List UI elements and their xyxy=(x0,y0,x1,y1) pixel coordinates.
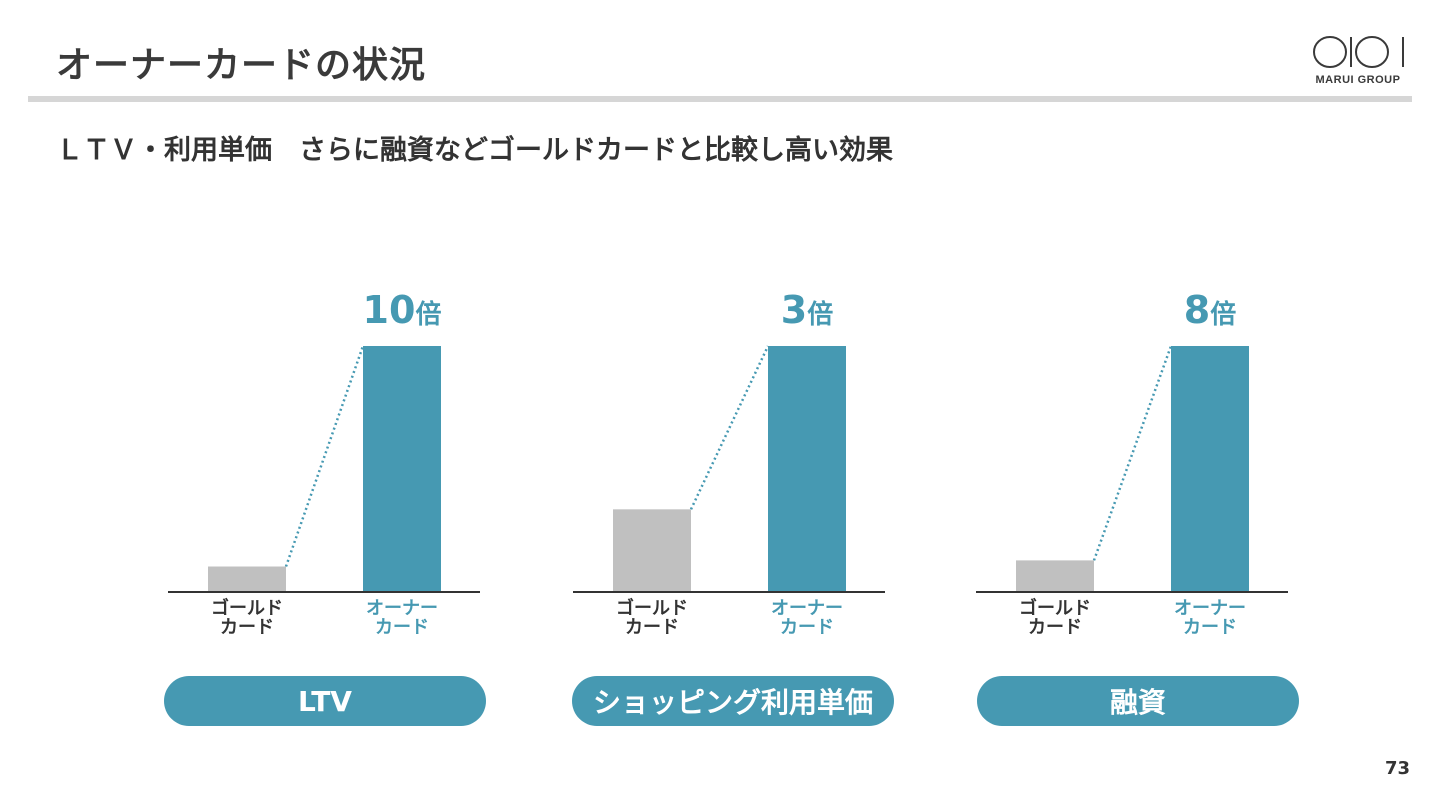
page-title: オーナーカードの状況 xyxy=(56,45,427,86)
growth-connector-line xyxy=(284,345,365,567)
title-divider xyxy=(28,96,1412,102)
subtitle: ＬＴＶ・利用単価 さらに融資などゴールドカードと比較し高い効果 xyxy=(56,135,893,166)
chart-loan: 8倍 ゴールド カード オーナー カード xyxy=(958,288,1288,650)
multiplier-label: 10倍 xyxy=(342,288,462,332)
category-label-gold: ゴールド カード xyxy=(211,598,283,638)
multiplier-label: 3倍 xyxy=(747,288,867,332)
multiplier-unit: 倍 xyxy=(415,300,442,330)
chart-ltv: 10倍 ゴールド カード オーナー カード xyxy=(150,288,480,650)
bar-owner-card xyxy=(363,346,441,591)
multiplier-unit: 倍 xyxy=(1210,300,1237,330)
category-label-owner: オーナー カード xyxy=(1174,598,1246,638)
page-number: 73 xyxy=(1384,758,1410,779)
bar-gold-card xyxy=(208,566,286,591)
category-label-owner: オーナー カード xyxy=(771,598,843,638)
growth-connector-line xyxy=(689,345,770,510)
bar-gold-card xyxy=(613,509,691,591)
bar-owner-card xyxy=(1171,346,1249,591)
category-label-gold: ゴールド カード xyxy=(616,598,688,638)
logo-text: MARUI GROUP xyxy=(1315,74,1401,86)
bar-gold-card xyxy=(1016,560,1094,591)
multiplier-number: 8 xyxy=(1183,288,1211,332)
bar-owner-card xyxy=(768,346,846,591)
multiplier-unit: 倍 xyxy=(807,300,834,330)
logo-mark-icon xyxy=(1313,36,1404,68)
multiplier-number: 3 xyxy=(780,288,808,332)
multiplier-label: 8倍 xyxy=(1150,288,1270,332)
category-pill-shopping: ショッピング利用単価 xyxy=(572,676,894,726)
category-label-gold: ゴールド カード xyxy=(1019,598,1091,638)
multiplier-number: 10 xyxy=(362,288,416,332)
growth-connector-line xyxy=(1092,345,1173,561)
category-label-owner: オーナー カード xyxy=(366,598,438,638)
chart-shopping: 3倍 ゴールド カード オーナー カード xyxy=(555,288,885,650)
category-pill-loan: 融資 xyxy=(977,676,1299,726)
marui-group-logo: MARUI GROUP xyxy=(1306,34,1410,88)
category-pill-ltv: LTV xyxy=(164,676,486,726)
